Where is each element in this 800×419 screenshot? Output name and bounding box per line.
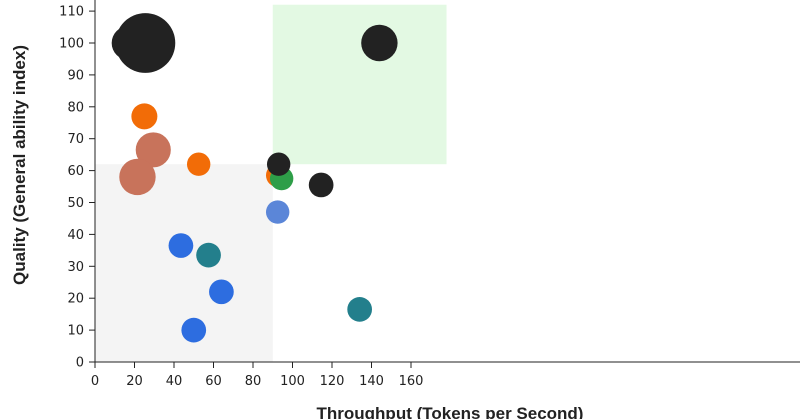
y-tick-label: 90	[67, 68, 84, 83]
y-tick-label: 100	[59, 37, 84, 52]
data-point	[131, 103, 158, 130]
x-tick-label: 140	[359, 374, 384, 389]
data-point	[196, 242, 221, 268]
x-tick-label: 60	[205, 374, 222, 389]
quadrant-regions	[95, 4, 447, 362]
data-point	[186, 152, 211, 176]
y-tick-label: 110	[59, 5, 84, 20]
data-point	[168, 233, 194, 258]
y-axis-ticks: 0 10 20 30 40 50 60 70 80 90 100 110	[59, 5, 95, 371]
data-point	[347, 297, 372, 322]
y-axis-title: Quality (General ability index)	[10, 45, 29, 285]
y-tick-label: 80	[67, 100, 84, 115]
data-point	[361, 24, 398, 62]
y-tick-label: 40	[67, 228, 84, 243]
data-point	[265, 200, 290, 224]
y-tick-label: 50	[67, 196, 84, 211]
x-tick-label: 0	[91, 374, 99, 389]
data-point	[119, 158, 156, 196]
high-quadrant	[272, 4, 447, 165]
x-axis-title: Throughput (Tokens per Second)	[317, 404, 584, 419]
y-tick-label: 30	[67, 260, 84, 275]
y-tick-label: 10	[67, 324, 84, 339]
x-tick-label: 80	[245, 374, 262, 389]
data-point	[266, 152, 291, 176]
x-tick-label: 20	[126, 374, 143, 389]
y-tick-label: 60	[67, 164, 84, 179]
data-point	[308, 172, 334, 198]
axes	[94, 0, 800, 363]
data-point	[115, 13, 176, 73]
data-point	[209, 279, 234, 305]
x-tick-label: 40	[166, 374, 183, 389]
data-point	[135, 132, 171, 168]
x-tick-label: 160	[399, 374, 424, 389]
y-tick-label: 70	[67, 132, 84, 147]
y-tick-label: 0	[76, 356, 84, 371]
y-tick-label: 20	[67, 292, 84, 307]
x-tick-label: 100	[280, 374, 305, 389]
data-points	[111, 13, 398, 343]
x-axis-ticks: 0 20 40 60 80 100 120 140 160	[91, 362, 424, 389]
x-tick-label: 120	[320, 374, 345, 389]
data-point	[181, 317, 207, 343]
